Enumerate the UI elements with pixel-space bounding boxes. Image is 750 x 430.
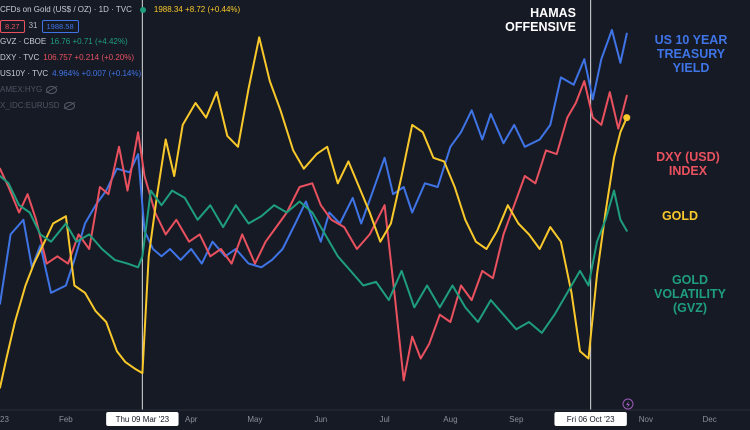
dxy-line1: DXY (USD) [656, 150, 720, 164]
legend-row-eurusd[interactable]: X_IDC:EURUSD [0, 98, 240, 114]
gvz-line3: (GVZ) [672, 301, 708, 315]
dxy-annotation: DXY (USD) INDEX [638, 150, 738, 178]
legend-gvz-label: GVZ · CBOE [0, 37, 47, 46]
eye-slash-icon[interactable] [63, 102, 75, 110]
series-line-gold [0, 36, 628, 389]
series-line-gvz [0, 175, 628, 334]
x-tick-label: Apr [185, 415, 198, 424]
x-tick-label: Aug [443, 415, 457, 424]
x-tick-label: Jul [379, 415, 389, 424]
series-line-us10y [0, 29, 628, 305]
legend: CFDs on Gold (US$ / OZ) · 1D · TVC 1988.… [0, 2, 240, 114]
legend-gold-label: CFDs on Gold (US$ / OZ) · 1D · TVC [0, 5, 132, 14]
buy-price-badge[interactable]: 1988.58 [41, 19, 79, 33]
x-tick-bg-2 [106, 412, 179, 426]
legend-row-badges: 8.27 31 1988.58 [0, 18, 240, 34]
gold-last-point [623, 114, 631, 122]
legend-us10y-label: US10Y · TVC [0, 69, 49, 78]
x-tick-label: Fri 06 Oct '23 [567, 415, 615, 424]
gold-line1: GOLD [661, 209, 699, 223]
legend-dxy-value: 106.757 +0.214 (+0.20%) [43, 53, 135, 62]
hamas-line1: HAMAS [530, 6, 576, 20]
legend-row-gold[interactable]: CFDs on Gold (US$ / OZ) · 1D · TVC 1988.… [0, 2, 240, 18]
x-tick-label: Nov [639, 415, 653, 424]
x-tick-label: Sep [509, 415, 524, 424]
legend-row-gvz[interactable]: GVZ · CBOE 16.76 +0.71 (+4.42%) [0, 34, 240, 50]
x-axis: 2023 Feb Thu 09 Mar '23 Apr May Jun Jul Aug Sep F… [0, 398, 750, 426]
legend-gvz-value: 16.76 +0.71 (+4.42%) [50, 37, 128, 46]
legend-eurusd-label: X_IDC:EURUSD [0, 101, 60, 110]
legend-row-dxy[interactable]: DXY · TVC 106.757 +0.214 (+0.20%) [0, 50, 240, 66]
legend-hyg-label: AMEX:HYG [0, 85, 43, 94]
us10y-annotation: US 10 YEAR TREASURY YIELD [636, 33, 746, 75]
x-tick-label: Thu 09 Mar '23 [116, 415, 170, 424]
lightning-glyph [626, 401, 630, 408]
legend-us10y-value: 4.964% +0.007 (+0.14%) [52, 69, 142, 78]
gvz-line1: GOLD [671, 273, 709, 287]
legend-dxy-label: DXY · TVC [0, 53, 40, 62]
us10y-line1: US 10 YEAR [654, 33, 728, 47]
hamas-offensive-annotation: HAMAS OFFENSIVE [496, 6, 576, 34]
us10y-line2: TREASURY [656, 47, 726, 61]
legend-gold-dot-icon [139, 7, 146, 13]
sell-price-badge[interactable]: 8.27 [0, 19, 25, 33]
legend-gold-value: 1988.34 +8.72 (+0.44%) [153, 5, 241, 14]
lightning-icon[interactable] [622, 398, 634, 410]
gold-annotation: GOLD [640, 209, 720, 223]
x-tick-label: Feb [59, 415, 73, 424]
eye-slash-icon[interactable] [46, 86, 58, 94]
spread-value: 31 [28, 21, 38, 30]
legend-row-us10y[interactable]: US10Y · TVC 4.964% +0.007 (+0.14%) [0, 66, 240, 82]
x-tick-label: Dec [703, 415, 717, 424]
hamas-line2: OFFENSIVE [505, 20, 576, 34]
series-lines [0, 29, 631, 389]
legend-row-hyg[interactable]: AMEX:HYG [0, 82, 240, 98]
x-tick-label: 2023 [0, 415, 9, 424]
x-tick-label: May [247, 415, 262, 424]
dxy-line2: INDEX [668, 164, 708, 178]
x-tick-bg-9 [554, 412, 627, 426]
series-line-dxy [0, 80, 628, 382]
gvz-line2: VOLATILITY [654, 287, 726, 301]
gvz-annotation: GOLD VOLATILITY (GVZ) [640, 273, 740, 315]
us10y-line3: YIELD [672, 61, 710, 75]
x-tick-label: Jun [314, 415, 327, 424]
